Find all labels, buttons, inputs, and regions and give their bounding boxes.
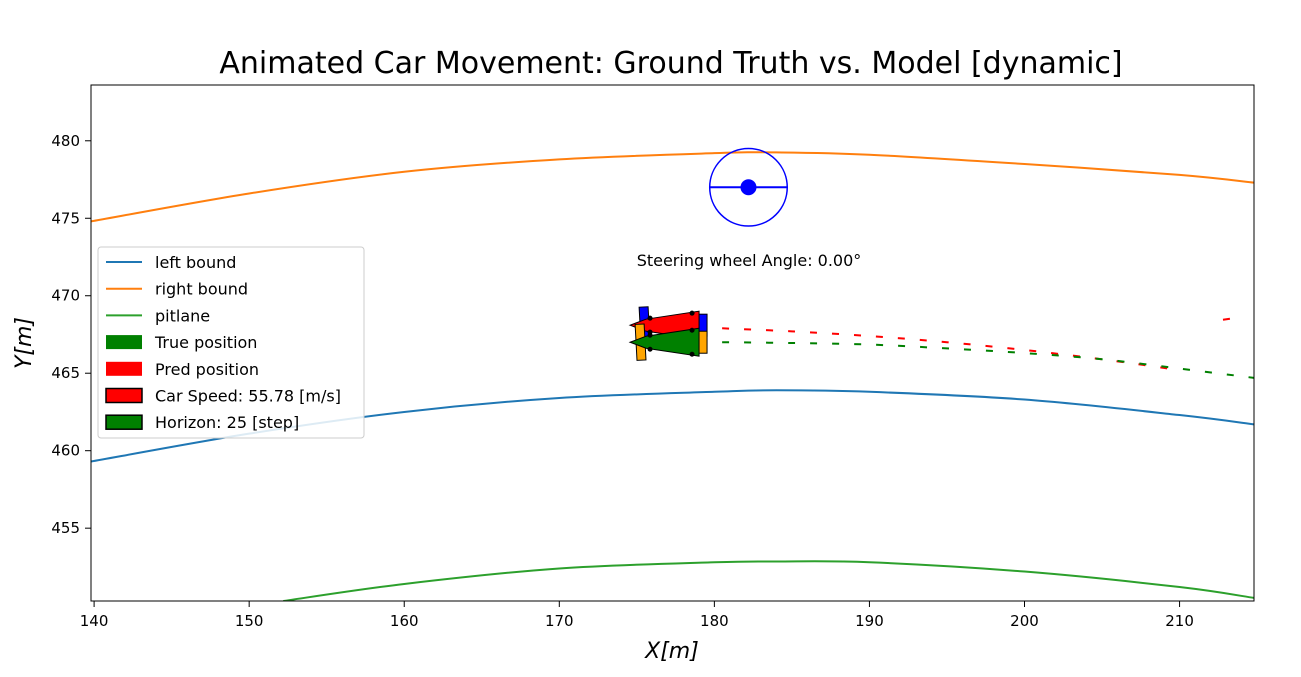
legend-entry-4: Pred position [106, 360, 259, 379]
true-position-car-body [628, 327, 700, 357]
legend-swatch-5 [105, 387, 143, 404]
x-axis-label: X[m] [644, 639, 699, 664]
chart-title: Animated Car Movement: Ground Truth vs. … [219, 46, 1122, 81]
legend-box [97, 246, 365, 439]
true-position-car-wheel-3 [689, 351, 695, 357]
legend-label-2: pitlane [155, 306, 210, 325]
x-tick-label-4: 180 [700, 612, 729, 630]
x-tick-label-1: 150 [235, 612, 264, 630]
plot-frame [90, 84, 1255, 602]
legend-entry-2: pitlane [106, 306, 210, 325]
x-tick-label-6: 200 [1010, 612, 1039, 630]
axis-ticks: 140 150 160 170 180 190 200 210 455 460 465 470 475 4… [51, 132, 1194, 630]
legend: left bound right bound pitlane True positio… [97, 246, 365, 439]
steering-wheel [708, 147, 788, 227]
y-tick-label-3: 470 [51, 287, 80, 305]
steering-angle-annotation: Steering wheel Angle: 0.00° [637, 251, 862, 270]
legend-entry-1: right bound [106, 280, 248, 299]
legend-label-3: True position [154, 333, 257, 352]
x-tick-label-2: 160 [390, 612, 419, 630]
steering-wheel-hub [740, 179, 757, 196]
legend-label-5: Car Speed: 55.78 [m/s] [155, 387, 341, 406]
true-position-car-wheel-0 [647, 332, 653, 338]
legend-label-1: right bound [155, 280, 248, 299]
true-position-car-wheel-1 [647, 346, 653, 352]
y-tick-label-1: 460 [51, 442, 80, 460]
legend-entry-6: Horizon: 25 [step] [105, 413, 299, 432]
series-line-1 [91, 151, 1254, 223]
legend-label-4: Pred position [155, 360, 259, 379]
series-line-2 [283, 560, 1254, 601]
y-tick-label-0: 455 [51, 519, 80, 537]
legend-label-6: Horizon: 25 [step] [155, 413, 299, 432]
legend-entry-0: left bound [106, 253, 236, 272]
series-line-5 [1222, 316, 1239, 321]
true-position-car [628, 323, 708, 361]
legend-swatch-3 [106, 335, 142, 350]
x-tick-label-0: 140 [80, 612, 109, 630]
x-tick-label-5: 190 [855, 612, 884, 630]
x-tick-label-3: 170 [545, 612, 574, 630]
series-line-3 [722, 327, 1180, 372]
y-tick-label-5: 480 [51, 132, 80, 150]
x-tick-label-7: 210 [1165, 612, 1194, 630]
y-tick-label-2: 465 [51, 364, 80, 382]
y-axis-label: Y[m] [12, 317, 37, 369]
pred-position-car-wheel-0 [647, 315, 653, 321]
true-position-car-wheel-2 [689, 327, 695, 333]
y-tick-label-4: 475 [51, 209, 80, 227]
legend-entry-3: True position [106, 333, 257, 352]
legend-swatch-6 [105, 414, 143, 430]
legend-label-0: left bound [155, 253, 236, 272]
pred-position-car-wheel-2 [689, 310, 695, 316]
legend-entry-5: Car Speed: 55.78 [m/s] [105, 387, 341, 406]
legend-swatch-4 [106, 361, 142, 376]
cars-layer [628, 306, 708, 361]
